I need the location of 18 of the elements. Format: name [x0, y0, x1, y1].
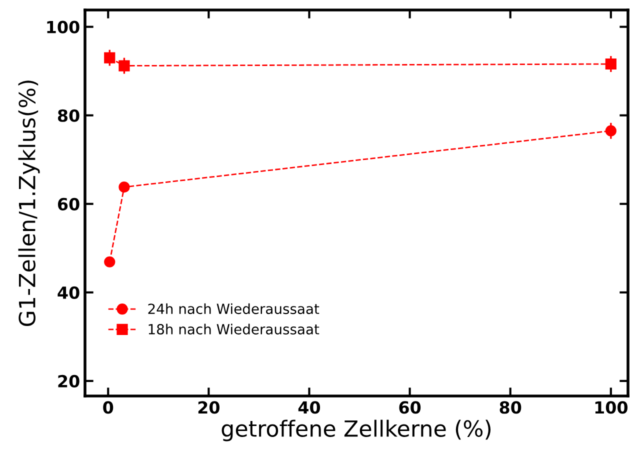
y-tick-label: 60	[58, 198, 80, 210]
x-tick-label: 40	[298, 401, 320, 414]
y-tick-label: 80	[58, 109, 80, 122]
legend-label: 18h nach Wiederaussaat	[148, 324, 320, 334]
x-tick-label: 100	[595, 401, 628, 414]
point	[118, 60, 130, 72]
x-tick-label: 60	[399, 401, 421, 414]
y-tick-label: 20	[58, 374, 80, 388]
y-tick-label: 40	[58, 286, 80, 299]
x-tick-label: 80	[500, 401, 522, 414]
x-axis-title: getroffene Zellkerne (%)	[222, 420, 491, 442]
legend-label: 24h nach Wiederaussaat	[148, 303, 320, 314]
x-tick-label: 0	[103, 401, 114, 414]
x-tick-label: 20	[198, 401, 220, 414]
point	[118, 182, 130, 193]
point	[104, 256, 116, 268]
y-tick-label: 100	[47, 20, 80, 34]
y-axis-title: G1-Zellen/1.Zyklus(%)	[18, 80, 40, 326]
